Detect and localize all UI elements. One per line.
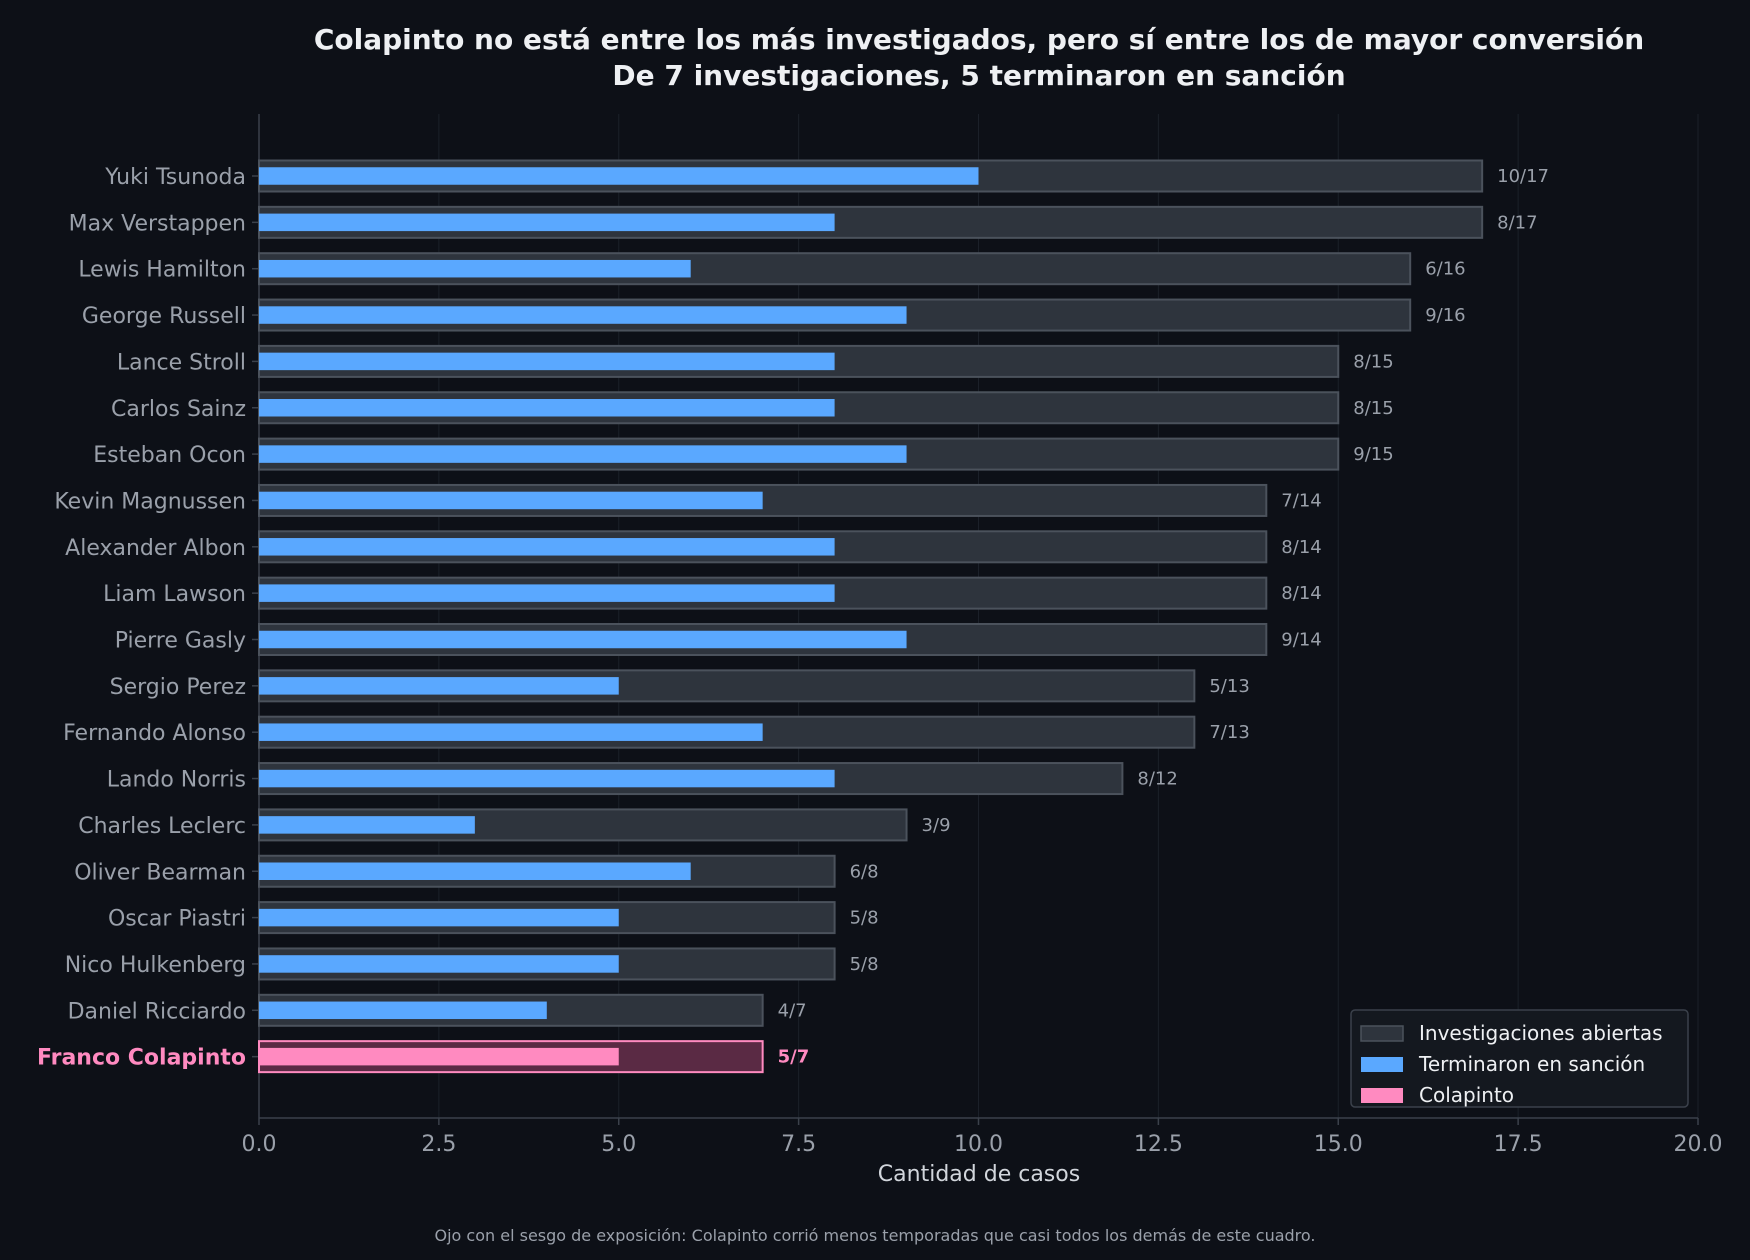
bar-terminaron-en-sancion	[259, 955, 619, 973]
driver-label: Lewis Hamilton	[78, 258, 246, 283]
value-label: 3/9	[922, 815, 951, 836]
value-label: 8/15	[1353, 351, 1393, 372]
driver-label: Charles Leclerc	[78, 814, 246, 839]
legend-swatch	[1361, 1057, 1403, 1072]
bar-terminaron-en-sancion	[259, 816, 475, 834]
value-label: 10/17	[1497, 166, 1549, 187]
bar-terminaron-en-sancion	[259, 491, 763, 510]
bar-terminaron-en-sancion	[259, 306, 907, 324]
value-label: 7/14	[1281, 490, 1321, 511]
value-label: 8/14	[1281, 537, 1321, 558]
bar-terminaron-en-sancion	[259, 1047, 619, 1066]
legend-label: Colapinto	[1419, 1083, 1514, 1107]
legend-box	[1350, 1009, 1689, 1108]
value-label: 4/7	[778, 1000, 807, 1021]
x-tick-label: 12.5	[1134, 1132, 1183, 1157]
bar-terminaron-en-sancion	[259, 259, 691, 278]
bar-terminaron-en-sancion	[259, 908, 619, 927]
value-label: 8/14	[1281, 583, 1321, 604]
bar-terminaron-en-sancion	[259, 584, 835, 602]
bar-terminaron-en-sancion	[259, 538, 835, 556]
bar-terminaron-en-sancion	[259, 1001, 547, 1020]
bar-terminaron-en-sancion	[259, 213, 835, 232]
bar-terminaron-en-sancion	[259, 677, 619, 695]
bar-terminaron-en-sancion	[259, 445, 907, 463]
driver-label: Daniel Ricciardo	[68, 999, 246, 1024]
value-label: 8/12	[1137, 769, 1177, 790]
driver-label: Lando Norris	[107, 768, 246, 793]
x-tick-label: 0.0	[242, 1132, 277, 1157]
value-label: 7/13	[1209, 722, 1249, 743]
bar-terminaron-en-sancion	[259, 862, 691, 880]
driver-label: Kevin Magnussen	[54, 489, 246, 514]
driver-label: Nico Hulkenberg	[65, 953, 246, 978]
driver-label: George Russell	[82, 304, 246, 329]
value-label: 6/16	[1425, 259, 1465, 280]
value-label: 8/15	[1353, 398, 1393, 419]
chart-subtitle: De 7 investigaciones, 5 terminaron en sa…	[612, 59, 1345, 92]
x-tick-label: 7.5	[781, 1132, 816, 1157]
value-label: 5/8	[850, 954, 879, 975]
driver-label: Carlos Sainz	[111, 397, 246, 422]
bar-terminaron-en-sancion	[259, 167, 979, 185]
chart-title: Colapinto no está entre los más investig…	[314, 23, 1644, 56]
value-label: 6/8	[850, 861, 879, 882]
driver-label: Oscar Piastri	[108, 907, 246, 932]
footnote: Ojo con el sesgo de exposición: Colapint…	[435, 1226, 1316, 1245]
driver-label: Fernando Alonso	[63, 721, 246, 746]
driver-label: Franco Colapinto	[37, 1046, 246, 1071]
bar-terminaron-en-sancion	[259, 630, 907, 649]
value-label: 8/17	[1497, 212, 1537, 233]
value-label: 5/13	[1209, 676, 1249, 697]
x-axis-label: Cantidad de casos	[878, 1162, 1080, 1187]
legend-label: Investigaciones abiertas	[1419, 1021, 1663, 1045]
value-label: 9/16	[1425, 305, 1465, 326]
legend-label: Terminaron en sanción	[1418, 1052, 1645, 1076]
plot-area: 0.0 2.5 5.0 7.5 10.0 12.5 15.0 17.5 20.0 Yuki Tsu…	[37, 114, 1723, 1157]
x-tick-label: 2.5	[421, 1132, 456, 1157]
legend: Investigaciones abiertas Terminaron en sa…	[1350, 1009, 1689, 1108]
bar-investigaciones-abiertas	[258, 669, 1196, 703]
x-tick-label: 10.0	[954, 1132, 1003, 1157]
value-label: 9/14	[1281, 630, 1321, 651]
legend-swatch	[1361, 1088, 1403, 1103]
driver-label: Liam Lawson	[103, 582, 246, 607]
x-tick-label: 20.0	[1674, 1132, 1723, 1157]
x-tick-label: 15.0	[1314, 1132, 1363, 1157]
bar-terminaron-en-sancion	[259, 352, 835, 371]
driver-label: Max Verstappen	[69, 211, 246, 236]
legend-swatch	[1360, 1025, 1404, 1042]
driver-label: Oliver Bearman	[74, 860, 246, 885]
bar-terminaron-en-sancion	[259, 769, 835, 788]
driver-label: Sergio Perez	[110, 675, 246, 700]
x-tick-label: 17.5	[1494, 1132, 1543, 1157]
value-label: 9/15	[1353, 444, 1393, 465]
driver-label: Yuki Tsunoda	[104, 165, 246, 190]
driver-label: Alexander Albon	[65, 536, 246, 561]
bar-terminaron-en-sancion	[259, 723, 763, 741]
driver-label: Lance Stroll	[117, 350, 246, 375]
driver-label: Esteban Ocon	[93, 443, 246, 468]
value-label: 5/8	[850, 908, 879, 929]
x-tick-label: 5.0	[601, 1132, 636, 1157]
value-label: 5/7	[778, 1047, 810, 1068]
driver-label: Pierre Gasly	[115, 629, 246, 654]
bar-terminaron-en-sancion	[259, 399, 835, 417]
